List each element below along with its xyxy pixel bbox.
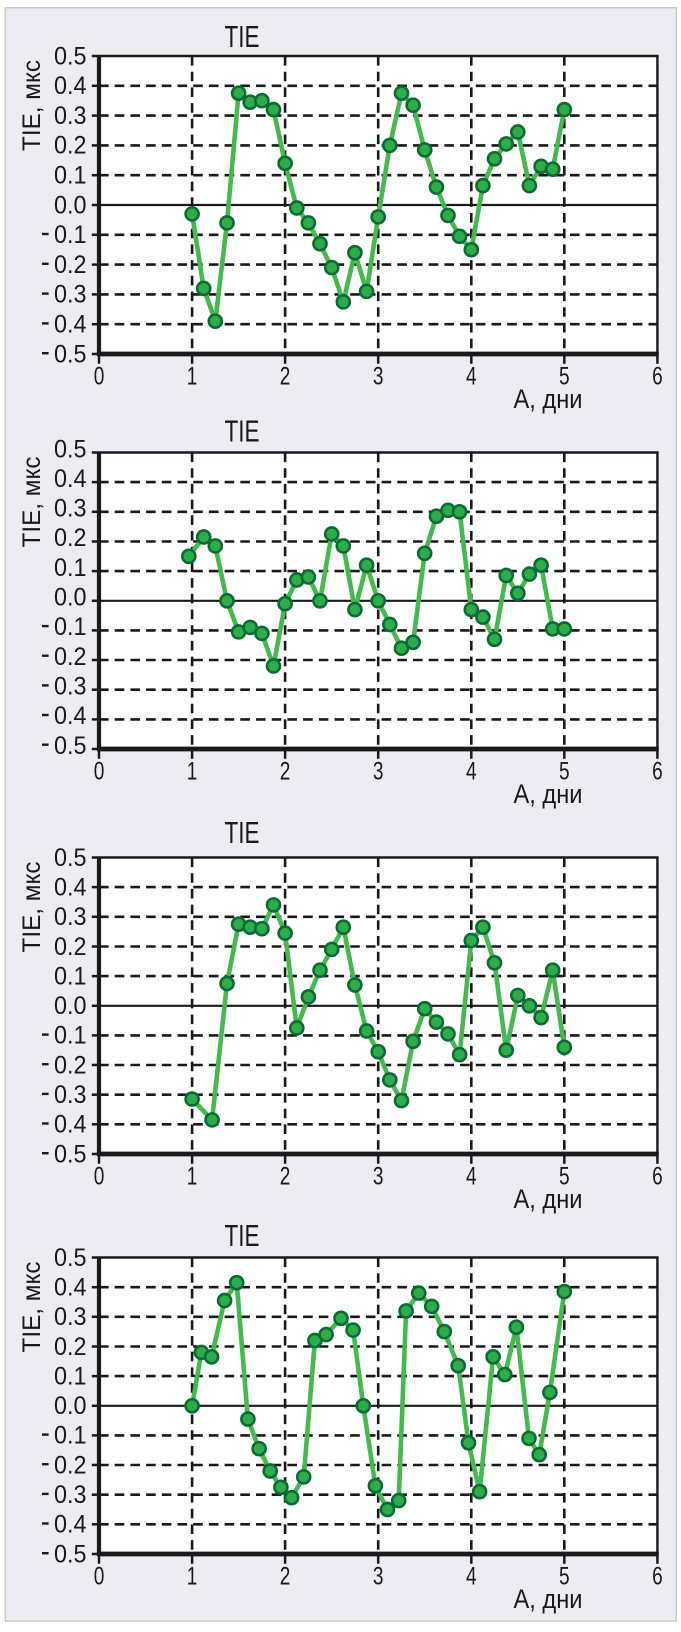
svg-text:3: 3 [373, 1163, 384, 1191]
svg-text:0.2: 0.2 [54, 933, 87, 961]
svg-text:2: 2 [280, 1163, 291, 1191]
svg-text:TIE: TIE [225, 1218, 260, 1253]
svg-text:0.2: 0.2 [54, 251, 87, 279]
svg-text:0.3: 0.3 [54, 1303, 87, 1331]
svg-text:TIE, мкс: TIE, мкс [18, 862, 46, 953]
svg-text:0.1: 0.1 [54, 1362, 87, 1390]
svg-text:6: 6 [652, 363, 663, 391]
svg-text:1: 1 [187, 758, 198, 786]
svg-text:0.2: 0.2 [54, 1333, 87, 1361]
svg-text:0.5: 0.5 [54, 1140, 87, 1168]
svg-text:TIE, мкс: TIE, мкс [18, 457, 46, 548]
svg-text:1: 1 [187, 1163, 198, 1191]
svg-text:6: 6 [652, 758, 663, 786]
svg-text:0.5: 0.5 [54, 844, 87, 872]
svg-text:0.0: 0.0 [54, 992, 87, 1020]
svg-text:0.5: 0.5 [54, 1540, 87, 1568]
svg-text:0.4: 0.4 [54, 311, 87, 339]
svg-text:0.5: 0.5 [54, 435, 87, 463]
svg-text:0.3: 0.3 [54, 1081, 87, 1109]
svg-text:5: 5 [559, 1163, 570, 1191]
svg-text:0.4: 0.4 [54, 873, 87, 901]
svg-text:3: 3 [373, 758, 384, 786]
svg-text:TIE: TIE [225, 815, 260, 850]
svg-text:0.3: 0.3 [54, 673, 87, 701]
svg-text:0.5: 0.5 [54, 1244, 87, 1272]
svg-text:0.1: 0.1 [54, 1422, 87, 1450]
svg-text:TIE, мкс: TIE, мкс [18, 1262, 46, 1353]
svg-text:TIE, мкс: TIE, мкс [18, 60, 46, 151]
svg-text:0.3: 0.3 [54, 495, 87, 523]
svg-text:0.4: 0.4 [54, 465, 87, 493]
svg-text:0.0: 0.0 [54, 191, 87, 219]
svg-text:А, дни: А, дни [514, 1584, 583, 1614]
svg-text:0.1: 0.1 [54, 962, 87, 990]
svg-text:2: 2 [280, 363, 291, 391]
svg-text:1: 1 [187, 1563, 198, 1591]
svg-text:4: 4 [466, 363, 477, 391]
svg-text:6: 6 [652, 1163, 663, 1191]
svg-text:TIE: TIE [225, 414, 260, 449]
svg-text:0.5: 0.5 [54, 732, 87, 760]
svg-text:0.3: 0.3 [54, 903, 87, 931]
svg-text:0.4: 0.4 [54, 1274, 87, 1302]
svg-text:0.4: 0.4 [54, 72, 87, 100]
svg-text:TIE: TIE [225, 19, 260, 54]
svg-text:0: 0 [94, 1563, 105, 1591]
svg-text:0.4: 0.4 [54, 1511, 87, 1539]
svg-text:4: 4 [466, 1163, 477, 1191]
svg-text:2: 2 [280, 1563, 291, 1591]
svg-text:А, дни: А, дни [514, 779, 583, 809]
svg-text:4: 4 [466, 758, 477, 786]
svg-text:5: 5 [559, 758, 570, 786]
svg-text:А, дни: А, дни [514, 384, 583, 414]
svg-text:0.2: 0.2 [54, 1451, 87, 1479]
svg-text:0.1: 0.1 [54, 1022, 87, 1050]
svg-text:0.1: 0.1 [54, 162, 87, 190]
svg-text:0.4: 0.4 [54, 1111, 87, 1139]
svg-text:0.1: 0.1 [54, 613, 87, 641]
svg-text:0.0: 0.0 [54, 1392, 87, 1420]
svg-text:0.4: 0.4 [54, 702, 87, 730]
svg-text:0: 0 [94, 758, 105, 786]
svg-text:5: 5 [559, 1563, 570, 1591]
svg-text:0.3: 0.3 [54, 281, 87, 309]
svg-text:0: 0 [94, 1163, 105, 1191]
svg-text:3: 3 [373, 363, 384, 391]
svg-text:1: 1 [187, 363, 198, 391]
svg-text:0.0: 0.0 [54, 584, 87, 612]
svg-text:0.3: 0.3 [54, 102, 87, 130]
svg-text:3: 3 [373, 1563, 384, 1591]
svg-text:0.2: 0.2 [54, 132, 87, 160]
svg-text:0.5: 0.5 [54, 340, 87, 368]
svg-text:2: 2 [280, 758, 291, 786]
svg-text:4: 4 [466, 1563, 477, 1591]
svg-text:0.2: 0.2 [54, 643, 87, 671]
svg-text:0.2: 0.2 [54, 524, 87, 552]
svg-text:0.2: 0.2 [54, 1051, 87, 1079]
svg-text:0: 0 [94, 363, 105, 391]
svg-text:5: 5 [559, 363, 570, 391]
svg-text:0.3: 0.3 [54, 1481, 87, 1509]
svg-text:0.1: 0.1 [54, 221, 87, 249]
svg-text:0.1: 0.1 [54, 554, 87, 582]
svg-text:6: 6 [652, 1563, 663, 1591]
svg-text:А, дни: А, дни [514, 1184, 583, 1214]
svg-text:0.5: 0.5 [54, 42, 87, 70]
